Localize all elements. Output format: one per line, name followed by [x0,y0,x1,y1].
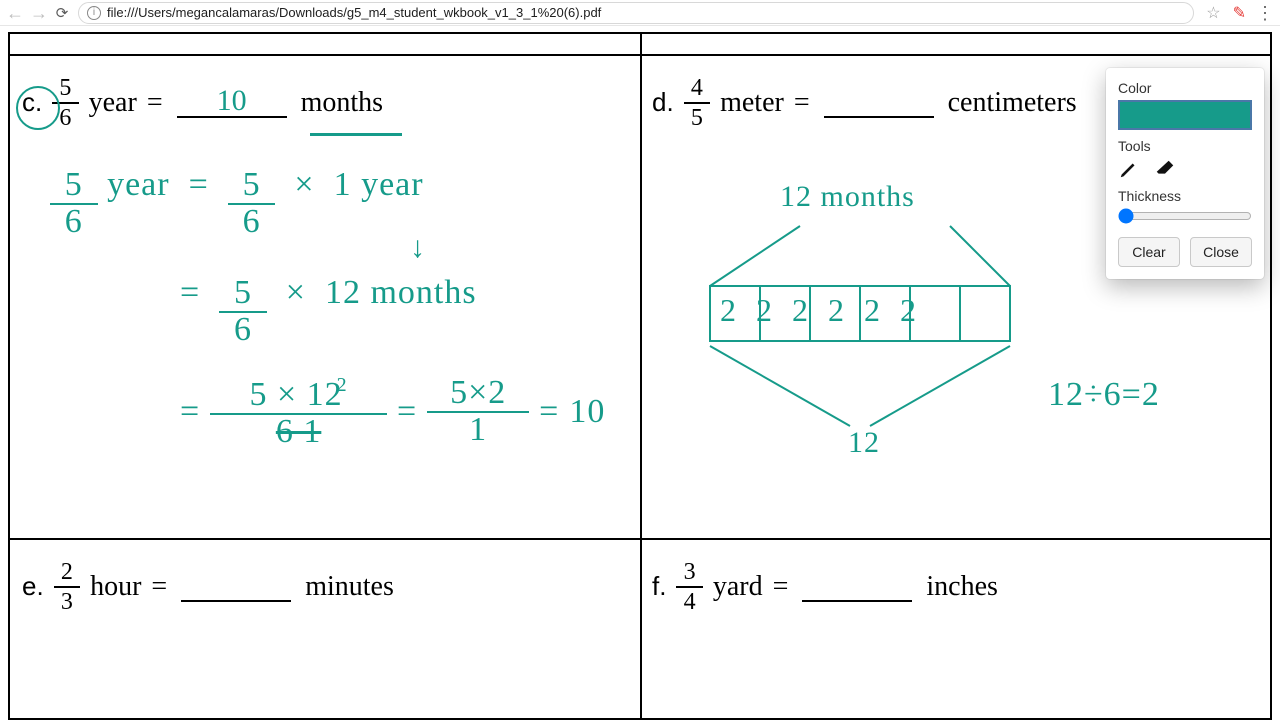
color-label: Color [1118,80,1252,96]
circle-mark [16,86,60,130]
fraction: 23 [54,560,80,614]
answer-blank: 10 [177,87,287,118]
forward-icon[interactable]: → [30,4,46,22]
answer-blank [802,571,912,602]
annotate-pen-icon[interactable]: ✎ [1233,3,1246,23]
thickness-label: Thickness [1118,188,1252,204]
browser-toolbar: ← → ⟳ i file:///Users/megancalamaras/Dow… [0,0,1280,26]
lhs-unit: year [89,87,137,119]
reload-icon[interactable]: ⟳ [54,4,70,22]
answer-blank [181,571,291,602]
handwritten-answer: 10 [217,84,247,118]
rhs-unit: months [301,87,383,119]
handwriting: = 56 × 12 months [180,274,477,345]
problem-c: c. 5 6 year = 10 months 56 year = 56 [10,56,640,538]
problem-e: e. 23 hour = minutes [10,540,640,722]
color-swatch[interactable] [1118,100,1252,130]
problem-label: e. [22,571,44,602]
tools-label: Tools [1118,138,1252,154]
worksheet-grid: c. 5 6 year = 10 months 56 year = 56 [8,32,1272,720]
lhs-unit: yard [713,571,763,603]
arrow-mark: ↓ [410,231,426,265]
fraction: 34 [676,560,702,614]
lhs-unit: hour [90,571,141,603]
back-icon[interactable]: ← [6,4,22,22]
rhs-unit: minutes [305,571,394,603]
tape-cells: 222222 [720,292,936,329]
annotation-panel: Color Tools Thickness Clear Close [1106,68,1264,279]
clear-button[interactable]: Clear [1118,237,1180,267]
handwriting: 12 [848,426,880,460]
page-info-icon[interactable]: i [87,6,101,20]
rhs-unit: inches [926,571,998,603]
handwriting: 56 year = 56 × 1 year [50,166,424,237]
bookmark-star-icon[interactable]: ☆ [1206,3,1220,23]
omnibox[interactable]: i file:///Users/megancalamaras/Downloads… [78,2,1194,24]
problem-label: f. [652,571,666,602]
pdf-page: c. 5 6 year = 10 months 56 year = 56 [0,26,1280,720]
browser-menu-icon[interactable]: ⋮ [1256,4,1274,22]
problem-f: f. 34 yard = inches [640,540,1270,722]
pen-tool-icon[interactable] [1118,158,1140,180]
url-text: file:///Users/megancalamaras/Downloads/g… [107,5,601,20]
thickness-slider[interactable] [1118,208,1252,224]
close-button[interactable]: Close [1190,237,1252,267]
underline-mark [310,133,402,136]
handwriting: 12÷6=2 [1048,376,1160,414]
eraser-tool-icon[interactable] [1154,158,1176,180]
handwriting: = 5 × 122 6 1 = 5×21 = 10 [180,376,605,447]
